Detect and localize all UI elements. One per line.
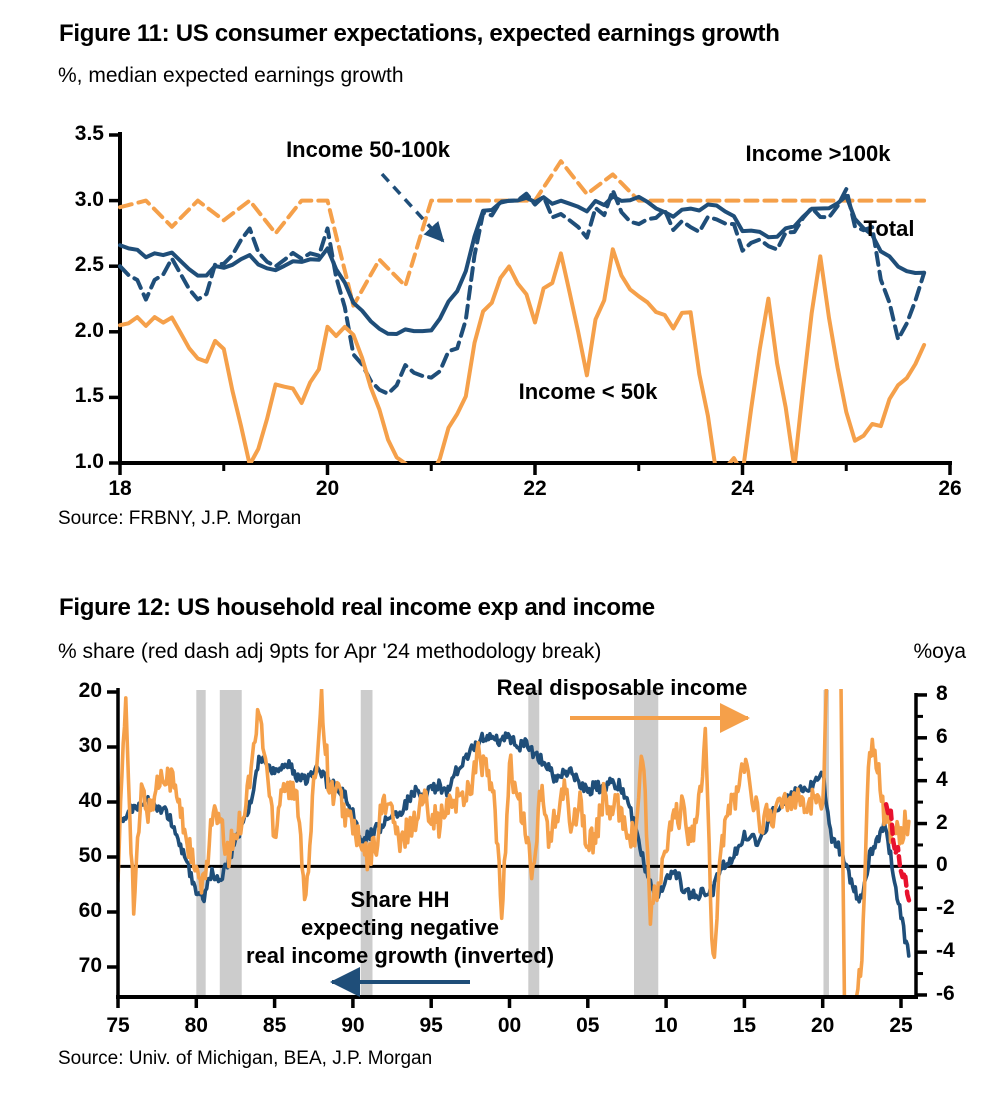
fig12-right-tick-label: -2 — [936, 896, 955, 920]
fig12-right-tick-label: 2 — [936, 810, 948, 834]
income-lt-50k-label: Income < 50k — [518, 379, 658, 404]
fig12-x-tick-label: 15 — [732, 1014, 757, 1037]
fig11-x-tick-label: 24 — [730, 477, 755, 500]
fig12-x-tick-label: 95 — [419, 1014, 443, 1037]
fig11-y-tick-label: 1.5 — [74, 384, 104, 408]
fig12-right-tick-label: -6 — [936, 981, 955, 1005]
fig11-x-tick-label: 18 — [108, 477, 132, 500]
fig12-x-tick-label: 80 — [184, 1014, 208, 1037]
series-real-disposable-income — [119, 689, 911, 995]
rdi-label: Real disposable income — [496, 675, 748, 700]
figure12-subtitle-right: %oya — [913, 640, 966, 663]
fig12-x-tick-label: 25 — [889, 1014, 913, 1037]
fig11-y-tick-label: 2.0 — [74, 318, 104, 342]
figure12-subtitle-left: % share (red dash adj 9pts for Apr '24 m… — [58, 640, 602, 663]
share-hh-label: Share HH expecting negative real income gr… — [245, 887, 555, 968]
recession-band — [196, 690, 206, 997]
fig12-left-tick-label: 50 — [78, 844, 102, 867]
figure11-source: Source: FRBNY, J.P. Morgan — [58, 508, 302, 529]
fig11-x-tick-label: 20 — [315, 477, 340, 500]
recession-band — [823, 690, 829, 997]
fig12-left-tick-label: 40 — [78, 789, 102, 812]
fig12-right-tick-label: -4 — [936, 939, 955, 963]
fig12-left-tick-label: 70 — [78, 954, 102, 977]
fig12-x-tick-label: 85 — [262, 1014, 287, 1037]
fig12-x-tick-label: 90 — [341, 1014, 365, 1037]
fig11-y-tick-label: 3.0 — [74, 187, 104, 211]
fig11-y-tick-label: 1.0 — [74, 450, 104, 473]
income-50-100k-label: Income 50-100k — [286, 137, 450, 162]
fig12-left-tick-label: 60 — [78, 899, 102, 922]
fig12-right-tick-label: 4 — [936, 767, 948, 791]
recession-band — [528, 690, 540, 997]
fig12-right-tick-label: 8 — [936, 681, 948, 705]
fig12-x-tick-label: 05 — [576, 1014, 600, 1037]
figure12-title: Figure 12: US household real income exp … — [59, 594, 655, 621]
fig11-y-tick-label: 3.5 — [74, 122, 104, 145]
figure11-subtitle: %, median expected earnings growth — [58, 64, 404, 87]
figure12-source: Source: Univ. of Michigan, BEA, J.P. Mor… — [58, 1048, 433, 1069]
fig12-left-tick-label: 30 — [78, 734, 102, 757]
income-gt-100k-label: Income >100k — [745, 141, 891, 166]
figure11-title: Figure 11: US consumer expectations, exp… — [59, 20, 780, 47]
fig12-x-tick-label: 00 — [497, 1014, 522, 1037]
fig12-left-tick-label: 20 — [78, 679, 102, 702]
fig12-right-tick-label: 6 — [936, 724, 948, 748]
series-income-50-100k — [118, 187, 927, 396]
fig12-x-tick-label: 10 — [654, 1014, 678, 1037]
series-income-50k — [118, 247, 927, 463]
fig12-x-tick-label: 20 — [811, 1014, 835, 1037]
fig12-x-tick-label: 75 — [106, 1014, 130, 1037]
series-share-hh-expecting-negative-real-income-growth-inverted- — [119, 731, 911, 958]
series-red-dash-adj-9pts-for-apr-24-methodology-break — [883, 802, 912, 906]
fig11-x-tick-label: 22 — [523, 477, 547, 500]
fig11-y-tick-label: 2.5 — [74, 253, 104, 277]
fig11-x-tick-label: 26 — [938, 477, 962, 500]
income-50-100k-arrow — [380, 172, 445, 243]
fig12-right-tick-label: 0 — [936, 853, 948, 877]
total-label: Total — [863, 216, 915, 241]
